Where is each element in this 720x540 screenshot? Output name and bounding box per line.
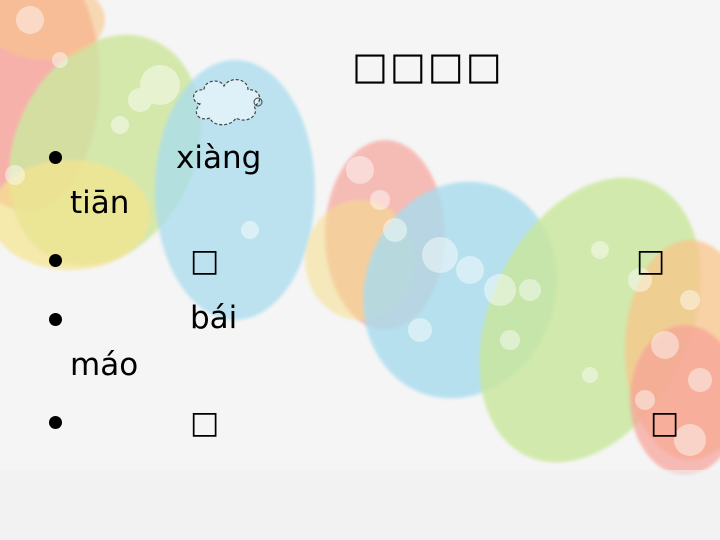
char-right-1: □ [636, 243, 666, 279]
red-petal-right [630, 325, 720, 475]
pinyin-tian: tiān [70, 185, 130, 221]
yellow-petal-left [0, 160, 150, 270]
pinyin-mao: máo [70, 347, 139, 383]
bokeh-dots [5, 6, 712, 456]
bullet-1 [49, 151, 62, 164]
pinyin-bai: bái [190, 300, 238, 336]
slide-title: □□□□ [352, 44, 504, 88]
blue-petal-left [155, 60, 315, 320]
pinyin-xiang: xiàng [176, 140, 262, 176]
char-left-1: □ [190, 243, 220, 279]
char-left-2: □ [190, 405, 220, 441]
bullet-3 [49, 313, 62, 326]
orange-petal-topleft [0, 0, 105, 60]
bullet-2 [49, 254, 62, 267]
cloud-icon [193, 79, 263, 126]
bullet-4 [49, 416, 62, 429]
char-right-2: □ [650, 405, 680, 441]
